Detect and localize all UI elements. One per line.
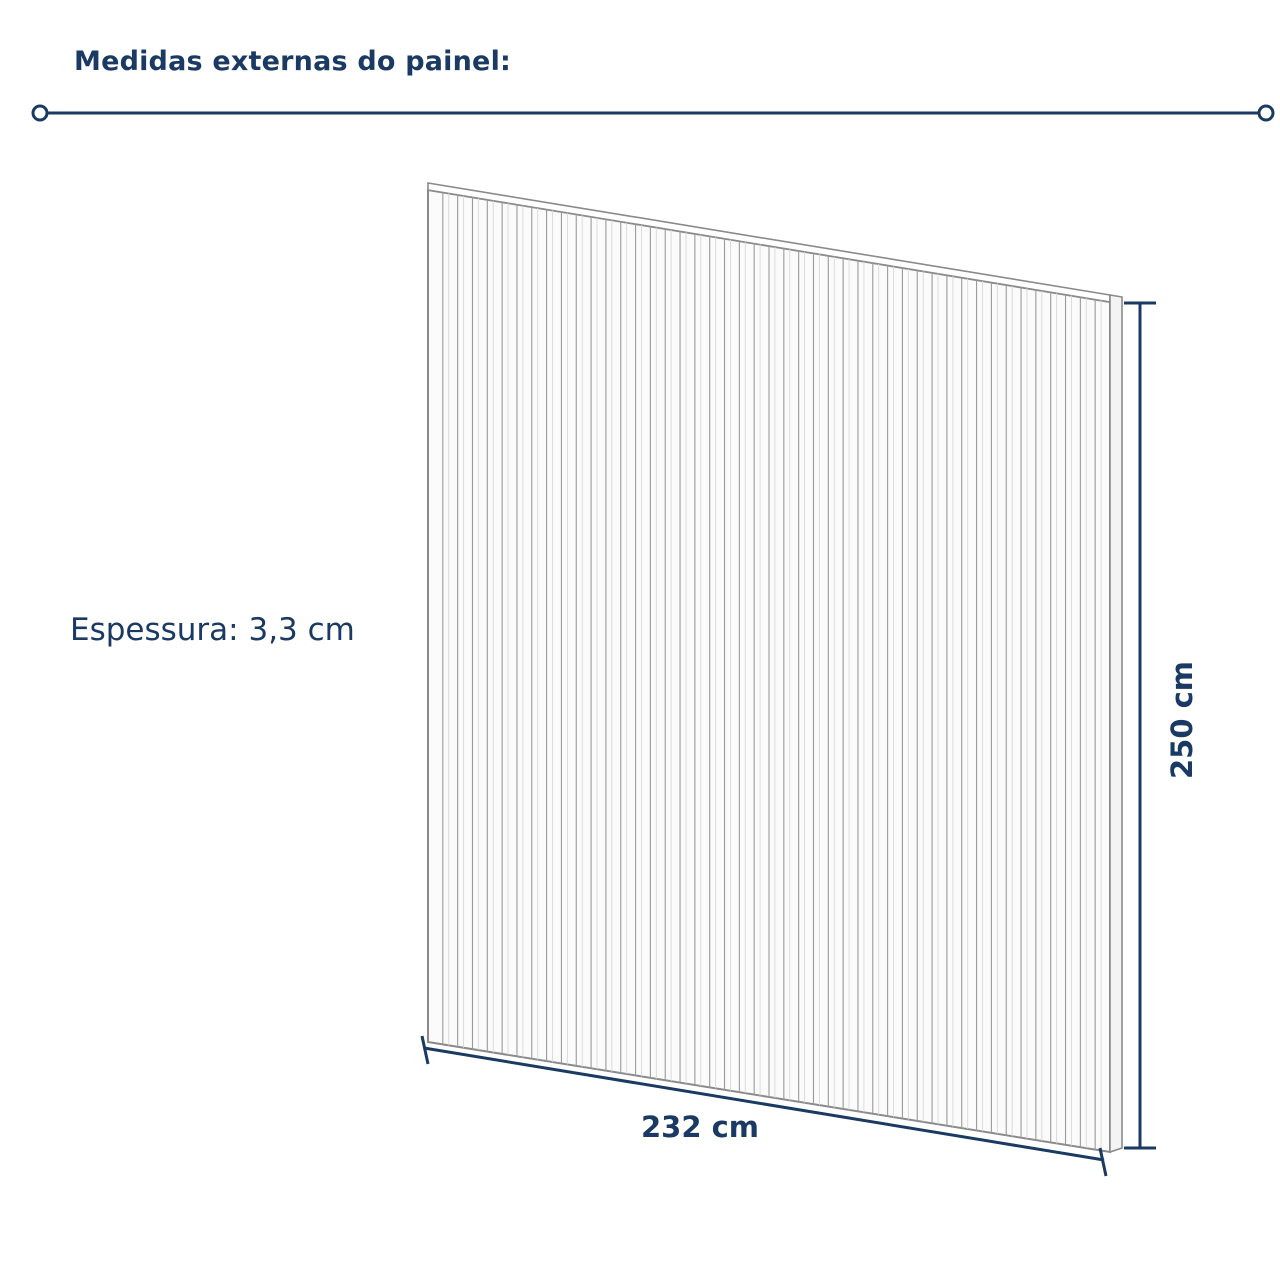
header-rule-right-dot: [1257, 104, 1275, 122]
height-dimension: [1124, 301, 1156, 1150]
width-dimension-label: 232 cm: [640, 1110, 760, 1144]
page-title: Medidas externas do painel:: [74, 46, 512, 77]
width-dimension: [420, 1035, 1108, 1177]
thickness-label: Espessura: 3,3 cm: [70, 612, 355, 648]
header-rule: [31, 104, 1275, 122]
panel-body: [427, 182, 1123, 1154]
panel-slats: [442, 192, 1102, 1151]
header-rule-left-dot: [31, 104, 49, 122]
height-dimension-label: 250 cm: [1165, 660, 1199, 780]
